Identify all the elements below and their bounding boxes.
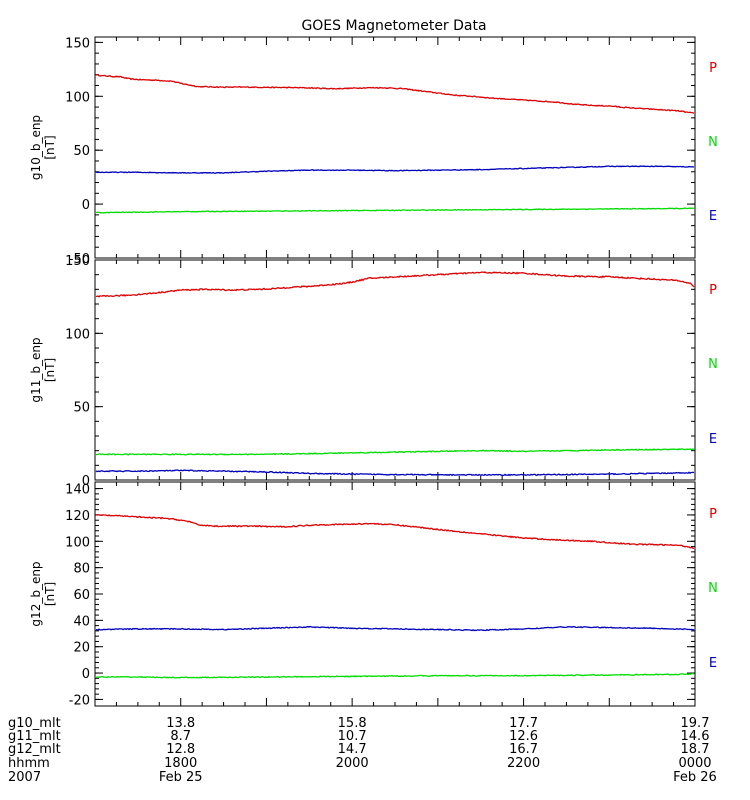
x-row-label: g12_mlt bbox=[8, 742, 61, 757]
series-line-N bbox=[96, 207, 695, 214]
y-tick-label: 40 bbox=[73, 614, 90, 629]
x-row-label: g10_mlt bbox=[8, 716, 61, 731]
x-row-label: g11_mlt bbox=[8, 729, 61, 744]
legend-P: P bbox=[709, 61, 717, 76]
y-tick-label: -50 bbox=[69, 252, 90, 267]
series-line-P bbox=[96, 271, 695, 298]
x-row-label: 2007 bbox=[8, 770, 41, 785]
legend-P: P bbox=[709, 507, 717, 522]
y-tick-label: 140 bbox=[65, 483, 90, 498]
x-tick-label: 10.7 bbox=[338, 729, 367, 744]
x-tick-label: 13.8 bbox=[166, 716, 195, 731]
series-line-N bbox=[95, 672, 695, 679]
series-line-P bbox=[95, 74, 695, 114]
y-axis-unit: [nT] bbox=[43, 135, 57, 159]
y-tick-label: 100 bbox=[65, 327, 90, 342]
legend-P: P bbox=[709, 283, 717, 298]
y-tick-label: 100 bbox=[65, 90, 90, 105]
series-line-E bbox=[95, 469, 695, 477]
x-tick-label: 2200 bbox=[507, 756, 540, 771]
x-row-label: hhmm bbox=[8, 756, 50, 771]
y-tick-label: 50 bbox=[73, 144, 90, 159]
y-tick-label: 80 bbox=[73, 562, 90, 577]
y-tick-label: 50 bbox=[73, 401, 90, 416]
y-axis-unit: [nT] bbox=[43, 582, 57, 606]
panel-frame bbox=[94, 259, 696, 481]
x-tick-label: Feb 25 bbox=[159, 770, 203, 785]
x-tick-label: 19.7 bbox=[681, 716, 710, 731]
x-tick-label: 14.6 bbox=[681, 729, 710, 744]
y-tick-label: 0 bbox=[82, 667, 90, 682]
x-tick-label: 18.7 bbox=[681, 742, 710, 757]
x-tick-label: Feb 26 bbox=[673, 770, 717, 785]
x-tick-label: 16.7 bbox=[509, 742, 538, 757]
x-tick-label: 12.6 bbox=[509, 729, 538, 744]
x-tick-label: 12.8 bbox=[166, 742, 195, 757]
y-axis-unit: [nT] bbox=[43, 358, 57, 382]
legend-N: N bbox=[708, 357, 718, 372]
y-tick-label: 60 bbox=[73, 588, 90, 603]
y-axis-label: g11_b_enp bbox=[29, 337, 43, 402]
x-tick-label: 0000 bbox=[678, 756, 711, 771]
y-tick-label: 0 bbox=[82, 474, 90, 489]
series-line-E bbox=[95, 625, 695, 632]
x-tick-label: 17.7 bbox=[509, 716, 538, 731]
series-line-N bbox=[95, 447, 695, 456]
y-tick-label: 100 bbox=[65, 535, 90, 550]
legend-E: E bbox=[709, 432, 717, 447]
y-tick-label: 0 bbox=[82, 198, 90, 213]
y-tick-label: 20 bbox=[73, 641, 90, 656]
chart-title: GOES Magnetometer Data bbox=[301, 18, 486, 34]
x-tick-label: 15.8 bbox=[338, 716, 367, 731]
legend-E: E bbox=[709, 656, 717, 671]
y-tick-label: -20 bbox=[69, 693, 90, 708]
y-axis-label: g10_b_enp bbox=[29, 115, 43, 180]
legend-N: N bbox=[708, 581, 718, 596]
panel-frame bbox=[94, 481, 696, 707]
x-tick-label: 14.7 bbox=[338, 742, 367, 757]
legend-N: N bbox=[708, 135, 718, 150]
x-tick-label: 1800 bbox=[164, 756, 197, 771]
x-tick-label: 2000 bbox=[336, 756, 369, 771]
y-tick-label: 120 bbox=[65, 509, 90, 524]
y-tick-label: 150 bbox=[65, 254, 90, 269]
x-tick-label: 8.7 bbox=[170, 729, 191, 744]
legend-E: E bbox=[709, 209, 717, 224]
y-tick-label: 150 bbox=[65, 36, 90, 51]
series-line-E bbox=[95, 165, 695, 174]
y-axis-label: g12_b_enp bbox=[29, 561, 43, 626]
series-line-P bbox=[95, 514, 695, 550]
panel-frame bbox=[94, 36, 696, 259]
